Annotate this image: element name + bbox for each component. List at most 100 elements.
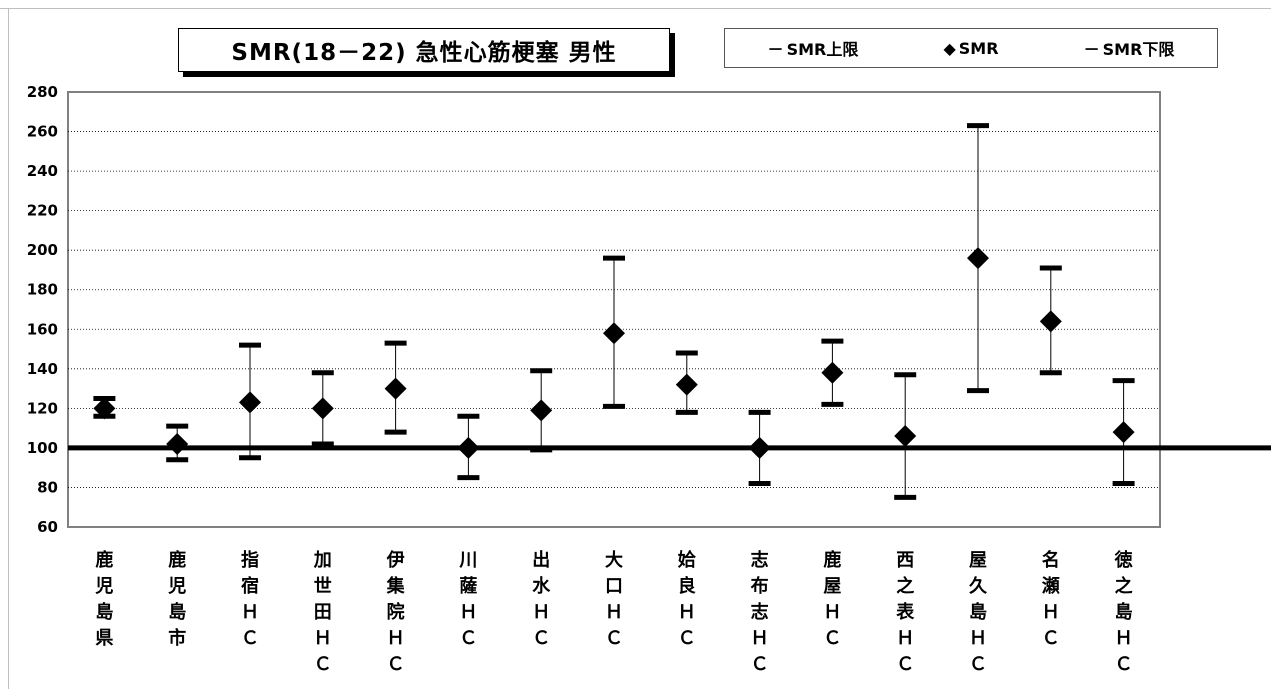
x-category-label: 島 [95, 601, 113, 623]
x-category-label: 児 [167, 576, 186, 597]
x-category-label: Ｃ [241, 628, 259, 649]
x-category-label: 薩 [459, 575, 477, 597]
x-category-label: Ｈ [678, 602, 696, 623]
x-category-label: Ｈ [314, 628, 332, 649]
legend: － SMR上限 ◆ SMR － SMR下限 [724, 28, 1218, 68]
x-category-label: Ｈ [605, 602, 623, 623]
legend-item-lower: － SMR下限 [1084, 36, 1175, 60]
smr-point [675, 373, 698, 396]
x-category-label: 集 [386, 575, 406, 597]
x-category-label: Ｈ [751, 628, 769, 649]
smr-point [967, 247, 989, 270]
x-category-label: 志 [751, 549, 769, 571]
x-category-label: 児 [94, 576, 113, 597]
y-tick-label: 180 [27, 281, 58, 299]
x-category-label: Ｃ [532, 628, 550, 649]
x-category-label: 島 [969, 601, 987, 623]
x-category-label: 久 [969, 575, 988, 597]
x-category-label: Ｃ [896, 654, 914, 675]
smr-point [457, 436, 480, 459]
x-category-label: 姶 [678, 549, 697, 571]
y-tick-label: 80 [37, 478, 58, 496]
x-category-label: 水 [532, 575, 551, 597]
x-category-label: 鹿 [823, 549, 841, 571]
x-category-label: Ｈ [823, 602, 841, 623]
y-tick-label: 260 [27, 123, 58, 141]
x-category-label: 宿 [241, 575, 259, 597]
x-category-label: Ｃ [678, 628, 696, 649]
x-category-label: 志 [751, 601, 769, 623]
x-category-label: 加 [313, 550, 332, 571]
x-category-label: 布 [751, 575, 769, 597]
x-category-label: 世 [314, 576, 332, 597]
legend-label-upper: SMR上限 [786, 40, 859, 59]
y-tick-label: 160 [27, 320, 58, 338]
smr-point [821, 361, 844, 384]
y-tick-label: 140 [27, 360, 58, 378]
x-category-label: 名 [1042, 549, 1060, 571]
x-category-label: 鹿 [168, 549, 186, 571]
x-category-label: Ｃ [969, 654, 987, 675]
x-category-label: Ｈ [969, 628, 987, 649]
x-category-label: Ｈ [896, 628, 914, 649]
legend-marker-lower: － [1083, 40, 1100, 59]
x-category-label: 屋 [969, 550, 987, 571]
y-tick-label: 240 [27, 162, 58, 180]
x-category-label: 院 [387, 601, 405, 623]
y-tick-label: 220 [27, 202, 58, 220]
x-category-label: Ｃ [387, 654, 405, 675]
x-category-label: Ｈ [387, 628, 405, 649]
x-category-label: 市 [168, 627, 186, 649]
smr-point [748, 436, 771, 459]
legend-item-upper: － SMR上限 [768, 36, 859, 60]
x-category-label: 島 [168, 601, 186, 623]
smr-point [239, 391, 261, 414]
x-category-label: Ｈ [1115, 628, 1133, 649]
x-category-label: 之 [1115, 575, 1133, 597]
x-category-label: Ｃ [751, 654, 769, 675]
x-category-label: Ｈ [459, 602, 477, 623]
x-category-label: 鹿 [95, 549, 113, 571]
x-category-label: 指 [241, 549, 259, 571]
x-category-label: Ｃ [1042, 628, 1060, 649]
y-tick-label: 60 [37, 518, 58, 536]
x-category-label: 大 [605, 549, 623, 571]
frame-border-top [0, 8, 1271, 9]
x-category-label: 出 [532, 549, 550, 571]
x-category-label: Ｃ [459, 628, 477, 649]
x-category-label: 表 [896, 601, 915, 623]
chart-title-text: SMR(18－22) 急性心筋梗塞 男性 [231, 40, 617, 66]
smr-point [894, 425, 917, 448]
x-category-label: 徳 [1114, 549, 1133, 571]
frame-border-left [8, 8, 9, 689]
smr-point [1039, 310, 1062, 333]
x-category-label: 県 [95, 628, 113, 649]
x-category-label: 瀬 [1042, 576, 1060, 597]
legend-label-smr: SMR [958, 38, 999, 58]
smr-point [384, 377, 407, 400]
x-category-label: 川 [458, 550, 477, 571]
x-category-label: Ｃ [823, 628, 841, 649]
chart-title: SMR(18－22) 急性心筋梗塞 男性 [178, 28, 670, 72]
x-category-label: 伊 [386, 549, 405, 571]
x-category-label: 島 [1115, 601, 1133, 623]
y-tick-label: 280 [27, 83, 58, 101]
x-category-label: Ｃ [314, 654, 332, 675]
x-category-label: 西 [896, 550, 914, 571]
x-category-label: Ｃ [605, 628, 623, 649]
legend-marker-smr: ◆ [943, 38, 956, 58]
x-category-label: Ｈ [532, 602, 550, 623]
y-tick-label: 100 [27, 439, 58, 457]
smr-point [166, 432, 189, 455]
smr-point [93, 397, 116, 420]
smr-point [603, 322, 625, 345]
x-category-label: 良 [678, 575, 696, 597]
x-category-label: Ｈ [1042, 602, 1060, 623]
x-category-label: Ｃ [1115, 654, 1133, 675]
x-category-label: 田 [314, 602, 332, 623]
y-tick-label: 120 [27, 399, 58, 417]
x-category-label: 屋 [823, 576, 841, 597]
legend-item-smr: ◆ SMR [943, 39, 998, 58]
